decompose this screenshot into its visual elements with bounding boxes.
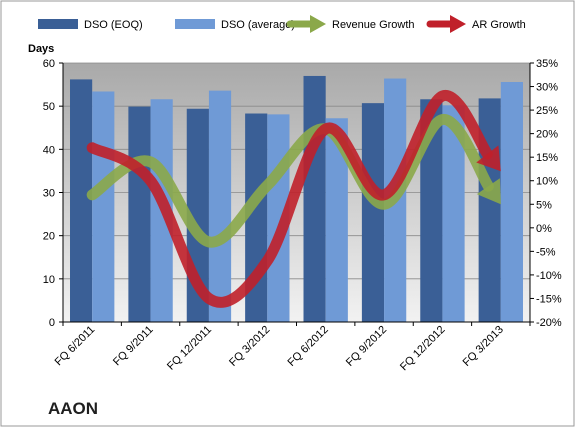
right-tick-label: 0%: [536, 223, 552, 235]
legend-swatch: [38, 19, 78, 29]
bars: [70, 75, 523, 323]
bar: [128, 106, 151, 323]
growth-lines: [86, 90, 501, 308]
right-tick-label: 15%: [536, 152, 558, 164]
legend-label: DSO (EOQ): [84, 19, 143, 31]
left-tick-label: 50: [43, 101, 55, 113]
legend-arrow-icon: [310, 15, 326, 33]
legend-label: Revenue Growth: [332, 19, 415, 31]
bar: [92, 91, 115, 323]
left-tick-label: 60: [43, 58, 55, 70]
bar: [303, 75, 326, 322]
right-tick-label: -20%: [536, 317, 562, 329]
right-tick-label: 35%: [536, 58, 558, 70]
bar: [442, 105, 465, 322]
right-tick-label: 10%: [536, 176, 558, 188]
right-tick-label: 25%: [536, 105, 558, 117]
legend-label: DSO (average): [221, 19, 295, 31]
series-line: [86, 90, 493, 308]
left-axis-title: Days: [28, 43, 54, 55]
right-tick-label: -15%: [536, 293, 562, 305]
right-tick-label: -10%: [536, 270, 562, 282]
left-tick-label: 40: [43, 144, 55, 156]
bar: [500, 81, 523, 322]
series-arrowhead: [476, 145, 501, 172]
bar: [70, 79, 93, 322]
left-tick-label: 30: [43, 188, 55, 200]
right-tick-label: 20%: [536, 129, 558, 141]
left-tick-label: 10: [43, 274, 55, 286]
right-tick-label: 5%: [536, 199, 552, 211]
bar: [420, 99, 443, 322]
bar: [478, 98, 501, 322]
series-arrowhead: [476, 178, 501, 205]
bar: [325, 118, 348, 323]
series-line: [86, 114, 494, 248]
legend-arrow-icon: [450, 15, 466, 33]
left-tick-label: 20: [43, 231, 55, 243]
company-label: AAON: [48, 399, 98, 418]
legend: DSO (EOQ) DSO (average) Revenue Growth AR G…: [38, 15, 526, 33]
bar: [208, 90, 232, 322]
legend-swatch: [175, 19, 215, 29]
right-tick-label: -5%: [536, 246, 556, 258]
legend-label: AR Growth: [472, 19, 526, 31]
left-tick-label: 0: [49, 317, 55, 329]
bar: [361, 103, 385, 323]
right-tick-label: 30%: [536, 82, 558, 94]
